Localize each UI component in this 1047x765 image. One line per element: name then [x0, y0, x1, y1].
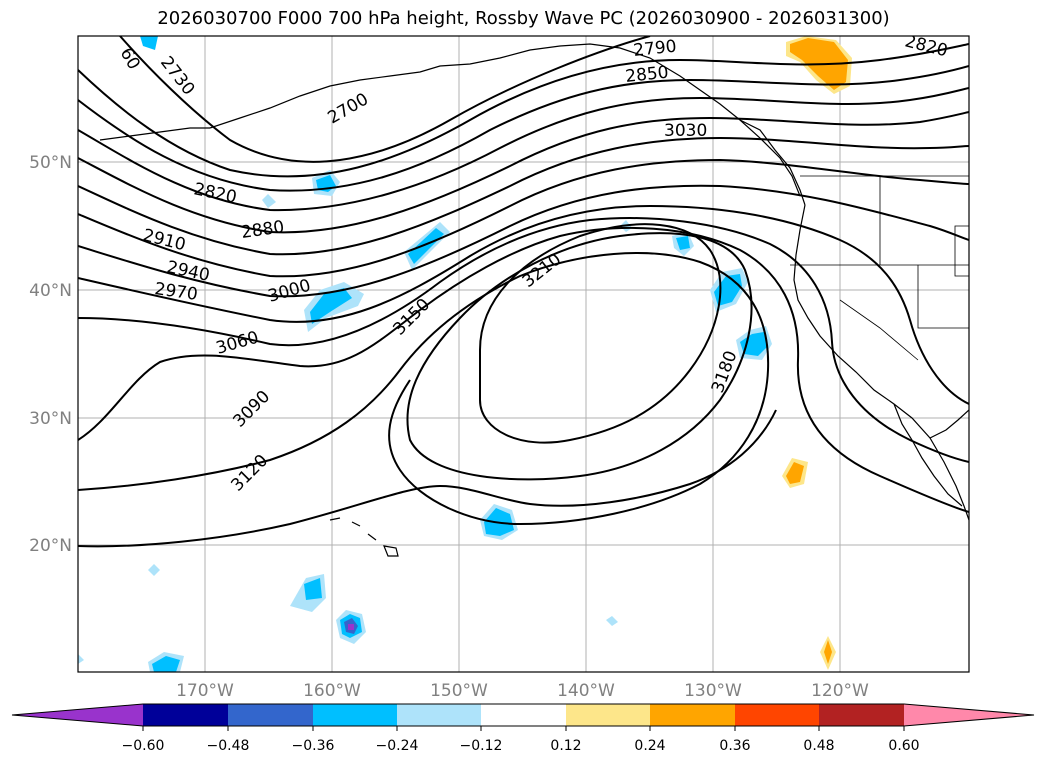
height-contour [406, 232, 753, 481]
height-contour [119, 36, 651, 163]
contour-label: 3030 [664, 121, 707, 141]
positive-anomaly-patch [824, 640, 832, 664]
lat-label-20n: 20°N [29, 536, 72, 556]
lat-label-40n: 40°N [29, 281, 72, 301]
colorbar-tick-label: −0.60 [122, 738, 165, 754]
colorbar-tick-label: 0.24 [634, 738, 665, 754]
colorbar-segment [143, 704, 228, 726]
lat-label-50n: 50°N [29, 153, 72, 173]
colorbar-tick-label: −0.12 [460, 738, 503, 754]
map-plot-area: 60 2730 2700 2820 2880 2910 2940 2970 30… [78, 36, 969, 672]
lon-label-130w: 130°W [684, 681, 742, 701]
baja-coast [893, 403, 963, 507]
height-contour [78, 111, 969, 234]
colorbar-tick-label: 0.36 [719, 738, 750, 754]
colorbar-tick-label: −0.48 [207, 738, 250, 754]
height-contour [78, 87, 969, 212]
height-contour [78, 184, 969, 298]
negative-anomaly-patch [304, 578, 322, 600]
colorbar-segment [481, 704, 566, 726]
height-contour [479, 223, 722, 444]
contour-label: 2850 [624, 63, 669, 87]
negative-anomaly-patch [310, 288, 352, 324]
latitude-labels: 50°N 40°N 30°N 20°N [29, 153, 72, 556]
us-west-coast [793, 204, 969, 521]
negative-anomaly-patch [148, 564, 160, 576]
lat-label-30n: 30°N [29, 409, 72, 429]
longitude-labels: 170°W 160°W 150°W 140°W 130°W 120°W [176, 681, 869, 701]
lon-label-120w: 120°W [811, 681, 869, 701]
bc-coast [739, 119, 806, 206]
gridlines [78, 36, 969, 672]
colorbar-tick-label: −0.24 [376, 738, 419, 754]
colorbar-ticks [142, 726, 905, 731]
colorbar-extend-high [904, 704, 1034, 726]
colorbar: −0.60 −0.48 −0.36 −0.24 −0.12 0.12 0.24 … [11, 703, 1035, 754]
colorbar-segment [313, 704, 397, 726]
colorbar-extend-low [12, 704, 143, 726]
height-contour [78, 217, 969, 463]
negative-anomaly-patch [408, 228, 444, 264]
lon-label-140w: 140°W [557, 681, 615, 701]
height-contour [78, 65, 969, 192]
positive-anomaly-patch [786, 462, 804, 484]
colorbar-segment [819, 704, 904, 726]
height-contour [78, 252, 770, 526]
negative-anomaly-patch [606, 616, 618, 626]
coastlines [99, 43, 969, 557]
contour-label: 2790 [632, 37, 677, 61]
height-contour [78, 204, 969, 405]
map-frame [77, 35, 970, 673]
negative-anomaly-patch [78, 654, 84, 664]
negative-anomaly-patch [348, 624, 354, 630]
negative-anomaly-patch [676, 236, 690, 250]
colorbar-tick-label: 0.48 [803, 738, 834, 754]
colorbar-tick-label: −0.36 [292, 738, 335, 754]
colorbar-segment [397, 704, 481, 726]
colorbar-tick-label: 0.60 [888, 738, 919, 754]
negative-anomaly-patch [140, 36, 158, 50]
negative-anomaly-patch [262, 194, 276, 208]
negative-anomaly-patch [152, 656, 180, 672]
lon-label-150w: 150°W [430, 681, 488, 701]
alaska-peninsula [99, 127, 210, 141]
lon-label-170w: 170°W [176, 681, 234, 701]
colorbar-segment [228, 704, 313, 726]
map-title: 2026030700 F000 700 hPa height, Rossby W… [157, 8, 890, 29]
colorbar-segment [566, 704, 650, 726]
hawaii-islands [329, 517, 399, 557]
alaska-coast [209, 43, 801, 197]
height-contour [78, 136, 969, 256]
height-contours [78, 36, 969, 548]
height-contour [78, 43, 969, 178]
mexico-coast [929, 409, 969, 439]
state-borders [790, 176, 969, 361]
height-contour [78, 409, 777, 548]
colorbar-segment [735, 704, 819, 726]
height-contour [78, 158, 969, 278]
colorbar-tick-label: 0.12 [550, 738, 581, 754]
height-contour [78, 226, 969, 513]
colorbar-segment [650, 704, 735, 726]
lon-label-160w: 160°W [303, 681, 361, 701]
